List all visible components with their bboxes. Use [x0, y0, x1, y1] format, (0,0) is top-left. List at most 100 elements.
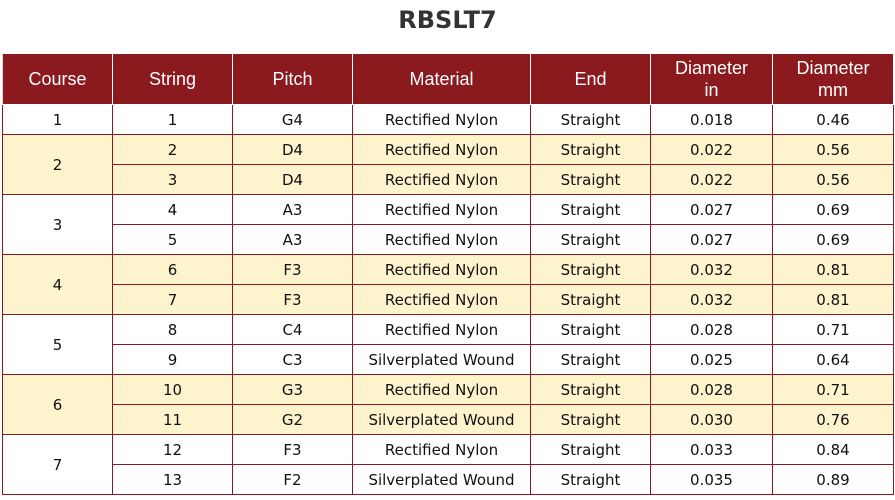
cell: 0.56	[772, 134, 894, 165]
cell: 4	[112, 194, 233, 225]
header-cell: End	[530, 53, 651, 105]
cell: 1	[112, 104, 233, 135]
cell: F3	[232, 254, 353, 285]
table-row: 2 2 D4 Rectified Nylon Straight 0.022 0.56	[2, 134, 894, 195]
cell: C4	[232, 314, 353, 345]
header-cell: Diameter mm	[772, 53, 894, 105]
cell: 11	[112, 404, 233, 435]
table-row: 11 G2 Silverplated Wound Straight 0.030 0.76	[3, 404, 894, 435]
course-cell: 3	[2, 194, 113, 255]
cell: Silverplated Wound	[352, 464, 531, 495]
cell: Rectified Nylon	[352, 284, 531, 315]
cell: Straight	[530, 164, 651, 195]
header-cell: Course	[2, 53, 113, 105]
cell: 0.027	[650, 224, 773, 255]
header-cell: Pitch	[232, 53, 353, 105]
cell: 0.025	[650, 344, 773, 375]
table-row: 3 D4 Rectified Nylon Straight 0.022 0.56	[3, 164, 894, 195]
table-row: 9 C3 Silverplated Wound Straight 0.025 0.64	[3, 344, 894, 375]
cell: 0.022	[650, 134, 773, 165]
table-row: 7 F3 Rectified Nylon Straight 0.032 0.81	[3, 284, 894, 315]
cell: Straight	[530, 134, 651, 165]
header-line: Diameter	[796, 58, 870, 78]
cell: 0.035	[650, 464, 773, 495]
header-cell: Diameter in	[650, 53, 773, 105]
cell: 0.64	[772, 344, 894, 375]
cell: Rectified Nylon	[352, 134, 531, 165]
cell: 3	[112, 164, 233, 195]
course-cell: 2	[2, 134, 113, 195]
cell: Straight	[530, 464, 651, 495]
cell: 0.84	[772, 434, 894, 465]
cell: Rectified Nylon	[352, 224, 531, 255]
cell: F2	[232, 464, 353, 495]
cell: 0.89	[772, 464, 894, 495]
cell: 2	[112, 134, 233, 165]
cell: Rectified Nylon	[352, 314, 531, 345]
cell: A3	[232, 224, 353, 255]
cell: D4	[232, 164, 353, 195]
cell: Rectified Nylon	[352, 434, 531, 465]
header-row: Course String Pitch Material End Diameter in Di…	[2, 53, 894, 105]
course-cell: 6	[2, 374, 113, 435]
table-body: 1 1 G4 Rectified Nylon Straight 0.018 0.46 2 2 D4…	[2, 104, 894, 495]
cell: 0.56	[772, 164, 894, 195]
cell: C3	[232, 344, 353, 375]
cell: F3	[232, 434, 353, 465]
course-cell: 5	[2, 314, 113, 375]
header-line: Diameter	[674, 58, 749, 78]
cell: 7	[112, 284, 233, 315]
cell: Straight	[530, 284, 651, 315]
cell: Straight	[530, 104, 651, 135]
strings-table: Course String Pitch Material End Diameter in Di…	[2, 53, 894, 495]
cell: F3	[232, 284, 353, 315]
cell: 0.69	[772, 224, 894, 255]
header-cell: Material	[352, 53, 531, 105]
cell: A3	[232, 194, 353, 225]
cell: Straight	[530, 344, 651, 375]
cell: 0.032	[650, 284, 773, 315]
table-row: 3 4 A3 Rectified Nylon Straight 0.027 0.69	[2, 194, 894, 255]
cell: 13	[112, 464, 233, 495]
cell: 0.69	[772, 194, 894, 225]
cell: 0.028	[650, 374, 773, 405]
cell: 9	[112, 344, 233, 375]
header-line: mm	[818, 80, 848, 100]
table-row: 7 12 F3 Rectified Nylon Straight 0.033 0.84	[2, 434, 894, 495]
cell: 0.028	[650, 314, 773, 345]
cell: Silverplated Wound	[352, 344, 531, 375]
header-cell: String	[112, 53, 233, 105]
table-row: 4 6 F3 Rectified Nylon Straight 0.032 0.81	[2, 254, 894, 315]
title: RBSLT7	[398, 6, 497, 34]
cell: Straight	[530, 374, 651, 405]
table-row: 6 10 G3 Rectified Nylon Straight 0.028 0.71	[2, 374, 894, 435]
table-row: 13 F2 Silverplated Wound Straight 0.035 0.89	[3, 464, 894, 495]
cell: Rectified Nylon	[352, 164, 531, 195]
cell: 0.81	[772, 284, 894, 315]
cell: 6	[112, 254, 233, 285]
cell: 0.71	[772, 314, 894, 345]
cell: Rectified Nylon	[352, 254, 531, 285]
cell: Silverplated Wound	[352, 404, 531, 435]
cell: 0.030	[650, 404, 773, 435]
cell: G2	[232, 404, 353, 435]
cell: Rectified Nylon	[352, 194, 531, 225]
cell: 8	[112, 314, 233, 345]
course-cell: 7	[2, 434, 113, 495]
cell: Rectified Nylon	[352, 104, 531, 135]
cell: 0.022	[650, 164, 773, 195]
cell: 0.027	[650, 194, 773, 225]
cell: G4	[232, 104, 353, 135]
course-cell: 4	[2, 254, 113, 315]
cell: 0.81	[772, 254, 894, 285]
cell: 5	[112, 224, 233, 255]
cell: Straight	[530, 224, 651, 255]
cell: 0.018	[650, 104, 773, 135]
header-line: in	[704, 80, 719, 100]
cell: 12	[112, 434, 233, 465]
cell: Straight	[530, 194, 651, 225]
cell: 10	[112, 374, 233, 405]
cell: 0.46	[772, 104, 894, 135]
cell: Straight	[530, 434, 651, 465]
cell: 0.032	[650, 254, 773, 285]
